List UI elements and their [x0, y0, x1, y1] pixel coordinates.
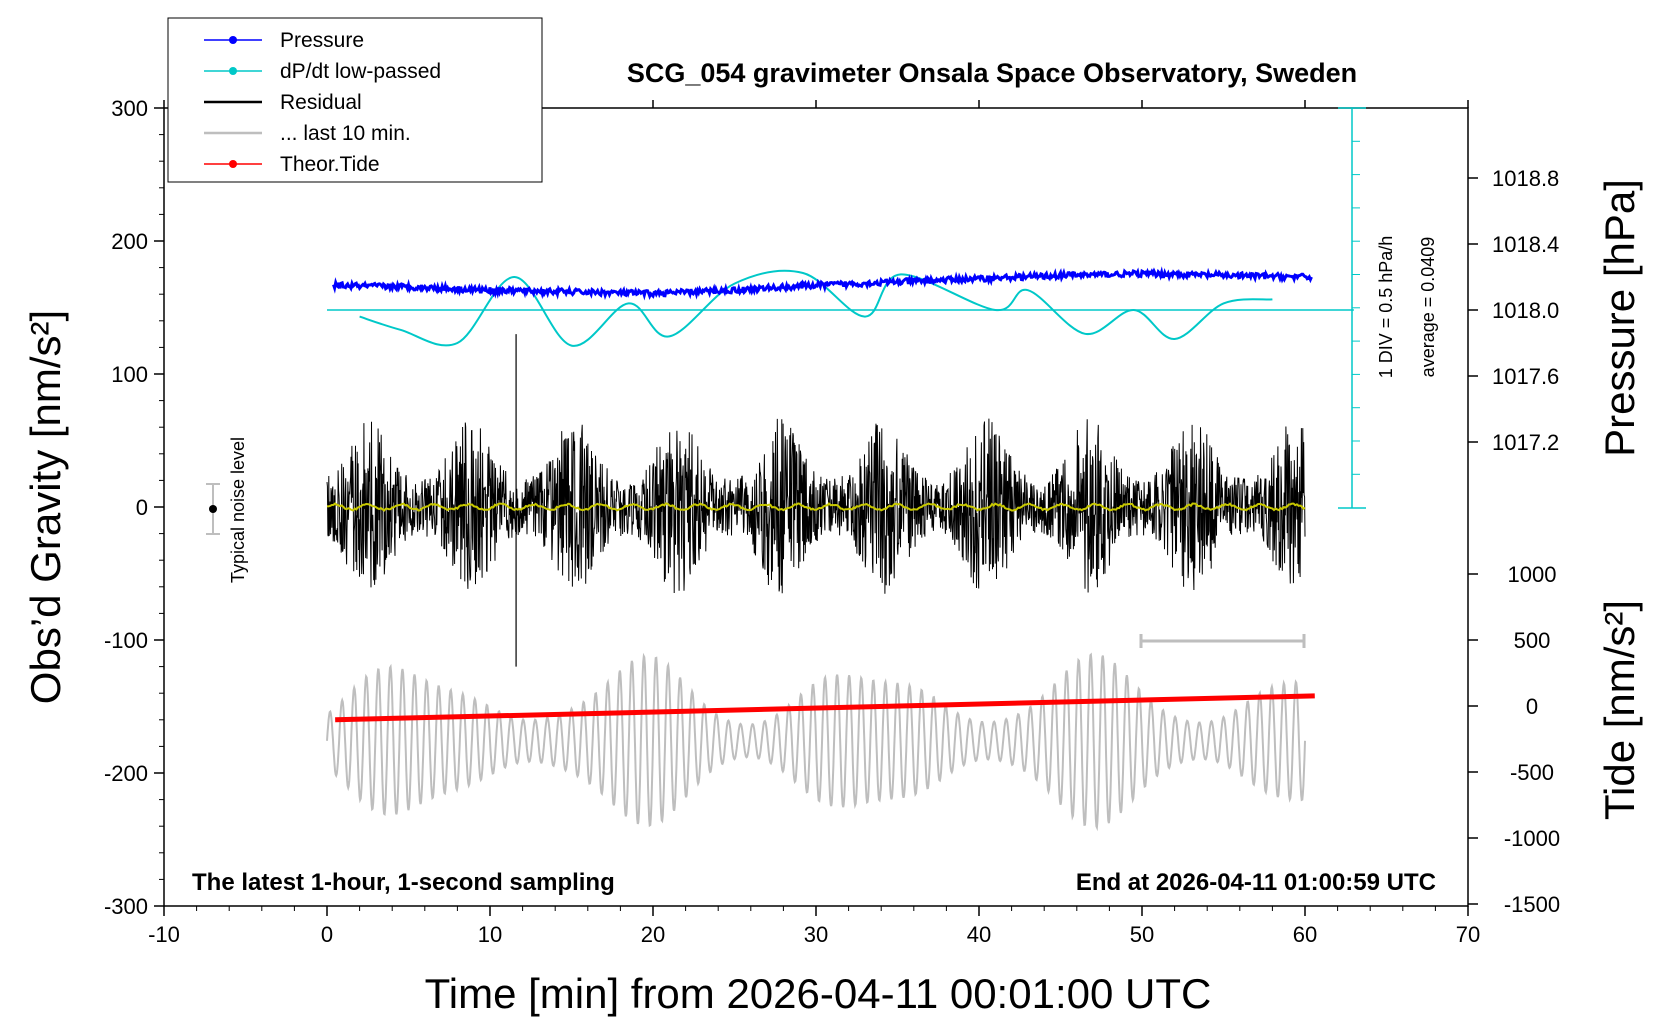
- footnote-right: End at 2026-04-11 01:00:59 UTC: [1076, 869, 1436, 896]
- tide-tick-label: 0: [1526, 694, 1538, 719]
- footnote-left: The latest 1-hour, 1-second sampling: [192, 869, 615, 896]
- tide-tick-label: 1000: [1508, 562, 1557, 587]
- legend-label: Theor.Tide: [280, 153, 380, 176]
- tide-tick-label: -500: [1510, 760, 1554, 785]
- x-tick-label: 10: [478, 922, 502, 947]
- pressure-tick-label: 1018.4: [1492, 232, 1559, 257]
- tide-tick-label: 500: [1514, 628, 1551, 653]
- pressure-line: [332, 266, 1313, 301]
- legend-label: Pressure: [280, 29, 364, 52]
- y-left-tick-label: -100: [104, 628, 148, 653]
- last10-series: [326, 652, 1306, 832]
- last10-line: [326, 652, 1306, 832]
- y-left-tick-label: -300: [104, 894, 148, 919]
- legend-label: dP/dt low-passed: [280, 60, 441, 83]
- smoothed-residual-line: [326, 502, 1306, 512]
- pressure-tick-label: 1017.6: [1492, 364, 1559, 389]
- legend-dot: [229, 67, 237, 75]
- x-tick-label: 70: [1456, 922, 1480, 947]
- legend-dot: [229, 36, 237, 44]
- y-left-tick-label: 200: [111, 229, 148, 254]
- last10-bracket: [1139, 634, 1306, 648]
- dpdt-line: [359, 269, 1273, 347]
- dpdt-average-note: average = 0.0409: [1418, 237, 1438, 378]
- legend-label: ... last 10 min.: [280, 122, 411, 145]
- x-tick-label: 40: [967, 922, 991, 947]
- pressure-tick-label: 1017.2: [1492, 430, 1559, 455]
- y-left-tick-label: 300: [111, 96, 148, 121]
- y-left-tick-label: 0: [136, 495, 148, 520]
- x-tick-label: 20: [641, 922, 665, 947]
- tide-tick-label: -1000: [1504, 826, 1560, 851]
- chart-title: SCG_054 gravimeter Onsala Space Observat…: [627, 58, 1357, 88]
- legend: Pressure dP/dt low-passed Residual ... last…: [167, 17, 543, 183]
- noise-level-label: Typical noise level: [228, 437, 248, 583]
- y-left-tick-label: 100: [111, 362, 148, 387]
- pressure-tick-label: 1018.8: [1492, 166, 1559, 191]
- x-tick-label: 60: [1293, 922, 1317, 947]
- x-tick-label: 30: [804, 922, 828, 947]
- y-left-axis-title: Obs’d Gravity [nm/s²]: [22, 310, 69, 704]
- dpdt-scale-bar: [1338, 107, 1366, 509]
- x-tick-label: 0: [321, 922, 333, 947]
- dpdt-series: [327, 269, 1354, 347]
- legend-label: Residual: [280, 91, 362, 114]
- residual-line: [326, 418, 1306, 594]
- legend-dot: [229, 160, 237, 168]
- tide-tick-label: -1500: [1504, 892, 1560, 917]
- noise-level-bar: [206, 483, 220, 535]
- pressure-series: [332, 266, 1313, 301]
- axis-ticks: -10 0 10 20 30 40 50 60 703002001000-100-200-300…: [104, 96, 1560, 947]
- tide-series: [335, 693, 1315, 723]
- dpdt-scale-note: 1 DIV = 0.5 hPa/h: [1376, 236, 1396, 379]
- x-axis-title: Time [min] from 2026-04-11 00:01:00 UTC: [425, 970, 1212, 1017]
- y-tide-axis-title: Tide [nm/s²]: [1596, 600, 1643, 820]
- x-tick-label: 50: [1130, 922, 1154, 947]
- y-left-tick-label: -200: [104, 761, 148, 786]
- x-tick-label: -10: [148, 922, 180, 947]
- tide-line: [335, 693, 1315, 723]
- pressure-tick-label: 1018.0: [1492, 298, 1559, 323]
- residual-series: [326, 334, 1306, 667]
- y-pressure-axis-title: Pressure [hPa]: [1596, 179, 1643, 457]
